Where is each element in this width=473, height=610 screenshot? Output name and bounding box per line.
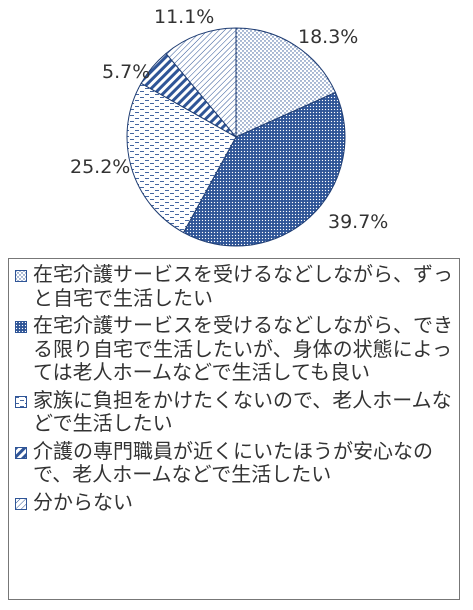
legend-item-1: 在宅介護サービスを受けるなどしながら、できる限り自宅で生活したいが、身体の状態に… [15,313,453,385]
pie-slice-2 [126,82,237,234]
legend: 在宅介護サービスを受けるなどしながら、ずっと自宅で生活したい 在宅介護サービスを… [8,258,460,600]
slice-label-1: 39.7% [328,211,388,233]
legend-swatch-1 [15,321,27,333]
legend-swatch-4 [15,497,27,510]
slice-label-2: 25.2% [70,156,130,178]
legend-item-2: 家族に負担をかけたくないので、老人ホームなどで生活したい [15,387,453,436]
pie-chart: 18.3% 39.7% 25.2% 5.7% 11.1% [70,6,388,247]
legend-label-4: 分からない [33,489,133,514]
slice-label-4: 11.1% [154,6,214,28]
slice-label-3: 5.7% [102,61,150,83]
pie-slice-0 [235,27,337,138]
legend-label-3: 介護の専門職員が近くにいたほうが安心なので、老人ホームなどで生活したい [33,438,433,486]
legend-label-2: 家族に負担をかけたくないので、老人ホームなどで生活したい [33,387,452,435]
pie-slice-1 [182,91,346,247]
legend-swatch-2 [15,395,27,408]
pie-chart-area: 18.3% 39.7% 25.2% 5.7% 11.1% [0,0,473,258]
legend-label-0: 在宅介護サービスを受けるなどしながら、ずっと自宅で生活したい [33,262,453,310]
legend-swatch-3 [15,446,27,459]
legend-item-0: 在宅介護サービスを受けるなどしながら、ずっと自宅で生活したい [15,262,453,310]
legend-item-4: 分からない [15,489,453,515]
slice-label-0: 18.3% [298,26,358,48]
legend-item-3: 介護の専門職員が近くにいたほうが安心なので、老人ホームなどで生活したい [15,438,453,487]
legend-swatch-0 [15,270,27,282]
pie-slice-4 [165,27,237,139]
legend-label-1: 在宅介護サービスを受けるなどしながら、できる限り自宅で生活したいが、身体の状態に… [33,313,453,384]
